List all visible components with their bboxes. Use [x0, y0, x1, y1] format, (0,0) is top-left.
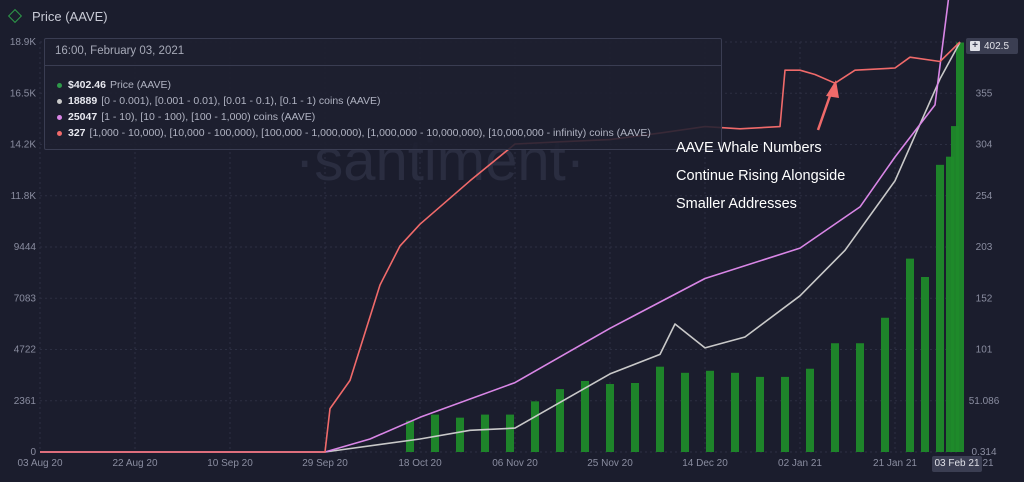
price-bar — [951, 126, 959, 452]
chart-title: Price (AAVE) — [32, 8, 108, 24]
tooltip-label: [1,000 - 10,000), [10,000 - 100,000), [1… — [89, 127, 651, 139]
y-left-tick-label: 18.9K — [10, 37, 36, 48]
price-bar — [481, 414, 489, 452]
tooltip-label: [0 - 0.001), [0.001 - 0.01), [0.01 - 0.1… — [101, 95, 381, 107]
tooltip-row-mid-holders: 25047 [1 - 10), [10 - 100), [100 - 1,000… — [57, 111, 315, 123]
tooltip-row-whales: 327 [1,000 - 10,000), [10,000 - 100,000)… — [57, 127, 651, 139]
y-left-tick-label: 14.2K — [10, 140, 36, 151]
price-dot-icon — [57, 82, 62, 88]
x-tick-label: 06 Nov 20 — [492, 458, 538, 469]
y-left-tick-label: 9444 — [14, 242, 37, 253]
price-bar — [606, 384, 614, 452]
price-bar — [706, 370, 714, 452]
price-bar — [531, 401, 539, 452]
annotation-arrow-shaft — [816, 89, 834, 131]
price-bar — [831, 343, 839, 452]
x-tick-label: 14 Dec 20 — [682, 458, 728, 469]
price-bar — [756, 376, 764, 452]
y-left-tick-label: 7083 — [14, 293, 37, 304]
mid-holders-dot-icon — [57, 114, 62, 120]
tooltip-row-price: $402.46 Price (AAVE) — [57, 79, 171, 91]
price-bar — [946, 156, 954, 453]
x-tick-label: 03 Aug 20 — [17, 458, 62, 469]
x-tick-label: 18 Oct 20 — [398, 458, 442, 469]
price-bar — [806, 368, 814, 452]
y-right-tick-label: 0.314 — [971, 447, 996, 458]
tooltip-value: 327 — [68, 127, 86, 139]
tooltip-value: $402.46 — [68, 79, 106, 91]
price-bar — [906, 258, 914, 452]
y-right-tick-label: 355 — [976, 88, 993, 99]
y-right-tick-label: 203 — [976, 242, 993, 253]
y-right-tick-label: 101 — [976, 345, 993, 356]
plus-icon[interactable]: + — [970, 41, 980, 51]
x-tick-label: 10 Sep 20 — [207, 458, 253, 469]
price-bar — [921, 276, 929, 452]
small-holders-dot-icon — [57, 98, 62, 104]
price-bar — [581, 380, 589, 452]
x-tick-label: 29 Sep 20 — [302, 458, 348, 469]
series-line-1 — [40, 41, 961, 453]
y-left-tick-label: 4722 — [14, 345, 37, 356]
tooltip-label: Price (AAVE) — [109, 79, 172, 91]
price-diamond-icon[interactable] — [7, 8, 23, 24]
tooltip-row-small-holders: 18889 [0 - 0.001), [0.001 - 0.01), [0.01… — [57, 95, 381, 107]
x-tick-label: 25 Nov 20 — [587, 458, 633, 469]
tooltip-value: 18889 — [68, 95, 98, 107]
x-tick-label: 21 Jan 21 — [873, 458, 917, 469]
x-axis-date-badge: 03 Feb 21 — [932, 456, 982, 472]
y-left-tick-label: 2361 — [14, 396, 37, 407]
price-bar — [936, 164, 944, 452]
x-tick-label: 02 Jan 21 — [778, 458, 822, 469]
price-bar — [506, 414, 514, 452]
price-bar — [631, 382, 639, 452]
y-right-tick-label: 152 — [976, 293, 993, 304]
right-badge-value: 402.5 — [984, 40, 1010, 52]
right-axis-value-badge: + 402.5 — [966, 38, 1018, 54]
tooltip-value: 25047 — [68, 111, 98, 123]
y-left-tick-label: 0 — [30, 447, 36, 458]
price-bar — [656, 366, 664, 452]
price-bar — [556, 389, 564, 452]
y-right-tick-label: 304 — [976, 140, 993, 151]
y-right-tick-label: 254 — [976, 191, 993, 202]
annotation-line: AAVE Whale Numbers — [676, 140, 822, 156]
price-bar — [456, 417, 464, 452]
annotation-arrow-head — [826, 80, 839, 98]
price-bar — [731, 372, 739, 452]
tooltip-label: [1 - 10), [10 - 100), [100 - 1,000) coin… — [101, 111, 316, 123]
price-bar — [406, 420, 414, 452]
chart-tooltip: 16:00, February 03, 2021 $402.46 Price (… — [44, 38, 722, 150]
chart-header: Price (AAVE) — [6, 6, 108, 26]
price-bar — [856, 343, 864, 452]
y-left-tick-label: 11.8K — [11, 191, 37, 202]
price-bar — [431, 414, 439, 452]
price-bar — [681, 372, 689, 452]
y-right-tick-label: 51.086 — [969, 396, 1000, 407]
x-tick-label: 21 — [982, 458, 994, 469]
whales-dot-icon — [57, 130, 62, 136]
price-bar — [881, 317, 889, 452]
annotation-text: AAVE Whale Numbers Continue Rising Along… — [676, 134, 896, 218]
x-tick-label: 22 Aug 20 — [112, 458, 157, 469]
price-bar — [956, 42, 964, 453]
annotation-line: Smaller Addresses — [676, 196, 797, 212]
price-bar — [781, 376, 789, 452]
y-left-tick-label: 16.5K — [10, 88, 36, 99]
annotation-line: Continue Rising Alongside — [676, 168, 846, 184]
tooltip-date: 16:00, February 03, 2021 — [55, 45, 185, 57]
tooltip-divider — [45, 65, 721, 66]
series-line-2 — [40, 0, 950, 453]
